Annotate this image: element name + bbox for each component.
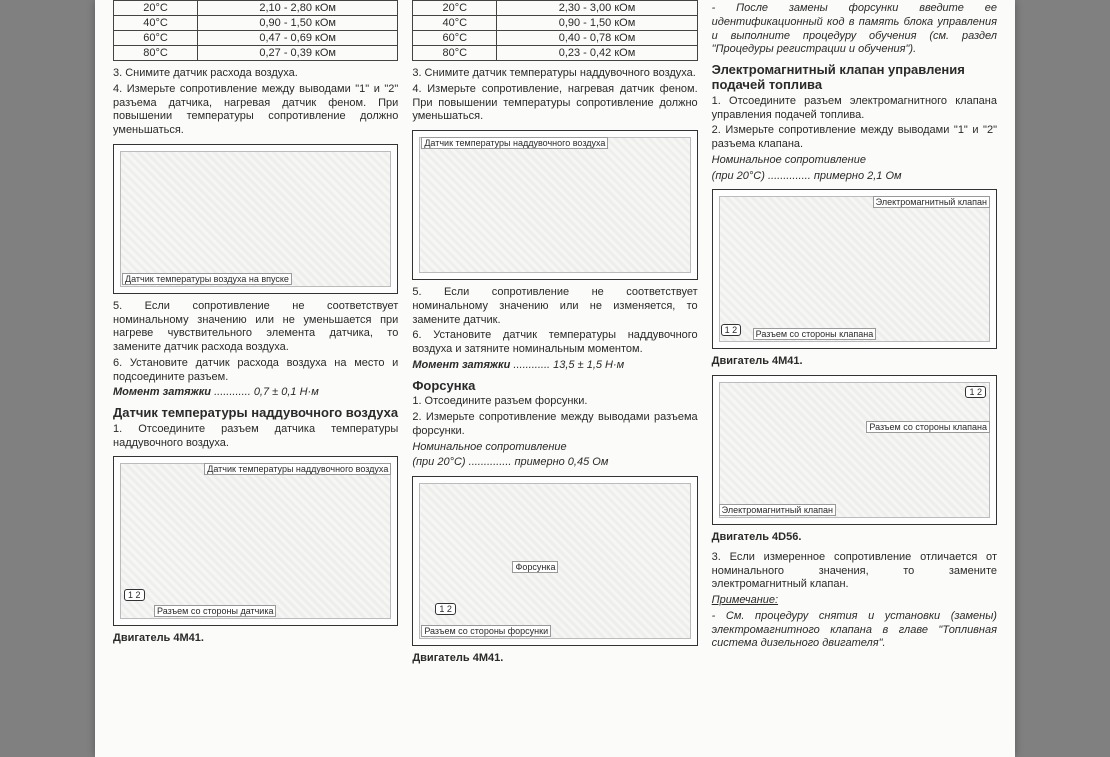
connector-pins: 1 2: [435, 603, 456, 615]
torque-value: 0,7 ± 0,1 Н·м: [254, 386, 319, 398]
column-2: 20°C2,30 - 3,00 кОм40°C0,90 - 1,50 кОм60…: [412, 0, 697, 672]
table-row: 20°C2,10 - 2,80 кОм: [114, 1, 398, 16]
step-text: 2. Измерьте сопротивление между выводами…: [412, 411, 697, 439]
table-body: 20°C2,10 - 2,80 кОм40°C0,90 - 1,50 кОм60…: [114, 1, 398, 61]
step-text: 3. Снимите датчик температуры наддувочно…: [412, 67, 697, 81]
step-text: 1. Отсоедините разъем датчика температур…: [113, 423, 398, 451]
table-cell: 80°C: [114, 46, 198, 61]
figure-label: Датчик температуры наддувочного воздуха: [421, 137, 608, 149]
table-cell: 40°C: [114, 16, 198, 31]
note-heading: Примечание:: [712, 594, 997, 608]
step-text: 4. Измерьте сопротивление, нагревая датч…: [412, 83, 697, 124]
nominal-spec: (при 20°C) .............. примерно 0,45 …: [412, 456, 697, 470]
table-row: 80°C0,27 - 0,39 кОм: [114, 46, 398, 61]
table-row: 60°C0,40 - 0,78 кОм: [413, 31, 697, 46]
nominal-value: примерно 0,45 Ом: [515, 456, 609, 468]
figure-label: Датчик температуры наддувочного воздуха: [204, 463, 391, 475]
figure-label: Разъем со стороны форсунки: [421, 625, 551, 637]
torque-label: Момент затяжки: [412, 359, 510, 371]
table-cell: 0,90 - 1,50 кОм: [497, 16, 697, 31]
table-cell: 0,27 - 0,39 кОм: [198, 46, 398, 61]
figure-caption: Двигатель 4М41.: [712, 355, 997, 369]
torque-spec: Момент затяжки ............ 13,5 ± 1,5 Н…: [412, 359, 697, 373]
figure-solenoid-4m41: Электромагнитный клапан Разъем со сторон…: [712, 189, 997, 349]
figure-solenoid-4d56: Электромагнитный клапан Разъем со сторон…: [712, 375, 997, 525]
table-row: 40°C0,90 - 1,50 кОм: [114, 16, 398, 31]
torque-spec: Момент затяжки ............ 0,7 ± 0,1 Н·…: [113, 386, 398, 400]
connector-pins: 1 2: [124, 589, 145, 601]
manual-page: 20°C2,10 - 2,80 кОм40°C0,90 - 1,50 кОм60…: [95, 0, 1015, 757]
torque-dots: ............: [513, 359, 553, 371]
table-cell: 0,47 - 0,69 кОм: [198, 31, 398, 46]
figure-label: Электромагнитный клапан: [719, 504, 836, 516]
resistance-table-boost-air: 20°C2,30 - 3,00 кОм40°C0,90 - 1,50 кОм60…: [412, 0, 697, 61]
table-cell: 2,30 - 3,00 кОм: [497, 1, 697, 16]
table-row: 80°C0,23 - 0,42 кОм: [413, 46, 697, 61]
intro-note: - После замены форсунки введите ее идент…: [712, 2, 997, 57]
table-row: 40°C0,90 - 1,50 кОм: [413, 16, 697, 31]
step-text: 5. Если сопротивление не соответствует н…: [412, 286, 697, 327]
column-1: 20°C2,10 - 2,80 кОм40°C0,90 - 1,50 кОм60…: [113, 0, 398, 672]
step-text: 3. Если измеренное сопротивление отличае…: [712, 551, 997, 592]
table-cell: 80°C: [413, 46, 497, 61]
table-cell: 40°C: [413, 16, 497, 31]
step-text: 4. Измерьте сопротивление между выводами…: [113, 83, 398, 138]
figure-label: Разъем со стороны клапана: [753, 328, 877, 340]
figure-label: Датчик температуры воздуха на впуске: [122, 273, 292, 285]
nominal-label: Номинальное сопротивление: [412, 441, 697, 455]
table-cell: 60°C: [413, 31, 497, 46]
connector-pins: 1 2: [965, 386, 986, 398]
table-row: 60°C0,47 - 0,69 кОм: [114, 31, 398, 46]
step-text: 5. Если сопротивление не соответствует н…: [113, 300, 398, 355]
figure-caption: Двигатель 4М41.: [113, 632, 398, 646]
table-body: 20°C2,30 - 3,00 кОм40°C0,90 - 1,50 кОм60…: [413, 1, 697, 61]
step-text: 1. Отсоедините разъем форсунки.: [412, 395, 697, 409]
column-3: - После замены форсунки введите ее идент…: [712, 0, 997, 672]
nominal-cond: (при 20°C): [412, 456, 465, 468]
section-heading: Форсунка: [412, 379, 697, 394]
section-heading: Датчик температуры наддувочного воздуха: [113, 406, 398, 421]
figure-label: Разъем со стороны клапана: [866, 421, 990, 433]
step-text: 6. Установите датчик температуры наддуво…: [412, 329, 697, 357]
torque-value: 13,5 ± 1,5 Н·м: [553, 359, 624, 371]
figure-intake-air-sensor: Датчик температуры воздуха на впуске: [113, 144, 398, 294]
figure-injector: Форсунка Разъем со стороны форсунки 1 2: [412, 476, 697, 646]
table-cell: 20°C: [114, 1, 198, 16]
figure-label: Электромагнитный клапан: [873, 196, 990, 208]
figure-label: Форсунка: [512, 561, 558, 573]
table-cell: 20°C: [413, 1, 497, 16]
nominal-spec: (при 20°C) .............. примерно 2,1 О…: [712, 170, 997, 184]
torque-dots: ............: [214, 386, 254, 398]
table-cell: 0,23 - 0,42 кОм: [497, 46, 697, 61]
figure-boost-air-sensor: Датчик температуры наддувочного воздуха …: [113, 456, 398, 626]
step-text: 2. Измерьте сопротивление между выводами…: [712, 124, 997, 152]
nominal-cond: (при 20°C): [712, 170, 765, 182]
step-text: 3. Снимите датчик расхода воздуха.: [113, 67, 398, 81]
figure-label: Разъем со стороны датчика: [154, 605, 276, 617]
nominal-dots: ..............: [469, 456, 512, 468]
nominal-label: Номинальное сопротивление: [712, 154, 997, 168]
torque-label: Момент затяжки: [113, 386, 211, 398]
figure-caption: Двигатель 4М41.: [412, 652, 697, 666]
step-text: 1. Отсоедините разъем электромагнитного …: [712, 95, 997, 123]
nominal-dots: ..............: [768, 170, 811, 182]
table-cell: 60°C: [114, 31, 198, 46]
step-text: 6. Установите датчик расхода воздуха на …: [113, 357, 398, 385]
three-column-layout: 20°C2,10 - 2,80 кОм40°C0,90 - 1,50 кОм60…: [113, 0, 997, 672]
table-cell: 0,40 - 0,78 кОм: [497, 31, 697, 46]
section-heading: Электромагнитный клапан управления подач…: [712, 63, 997, 93]
table-row: 20°C2,30 - 3,00 кОм: [413, 1, 697, 16]
connector-pins: 1 2: [721, 324, 742, 336]
table-cell: 0,90 - 1,50 кОм: [198, 16, 398, 31]
figure-boost-air-test: Датчик температуры наддувочного воздуха: [412, 130, 697, 280]
nominal-value: примерно 2,1 Ом: [814, 170, 902, 182]
resistance-table-air-intake: 20°C2,10 - 2,80 кОм40°C0,90 - 1,50 кОм60…: [113, 0, 398, 61]
table-cell: 2,10 - 2,80 кОм: [198, 1, 398, 16]
note-text: - См. процедуру снятия и установки (заме…: [712, 610, 997, 651]
figure-caption: Двигатель 4D56.: [712, 531, 997, 545]
